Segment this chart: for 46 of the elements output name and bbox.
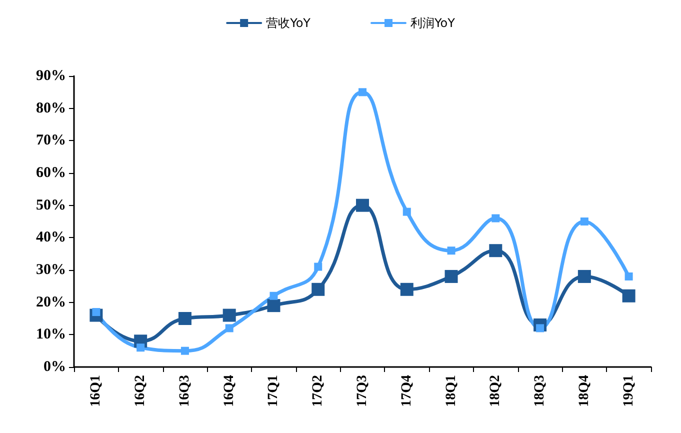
point <box>580 218 588 226</box>
point <box>356 198 369 212</box>
point <box>444 270 458 283</box>
x-tick-label: 18Q3 <box>532 375 548 407</box>
x-tick-label: 17Q3 <box>355 375 370 407</box>
x-tick-label: 18Q1 <box>444 375 459 407</box>
point <box>624 272 633 280</box>
point <box>578 270 591 283</box>
point <box>312 282 325 296</box>
y-tick-label: 50% <box>36 197 66 214</box>
y-tick-label: 60% <box>36 165 66 181</box>
point <box>622 289 636 302</box>
x-tick-label: 17Q2 <box>310 375 326 407</box>
point <box>222 308 236 322</box>
legend-label: 营收YoY <box>266 16 312 30</box>
point <box>270 292 278 300</box>
point <box>136 344 145 352</box>
x-tick-label: 19Q1 <box>621 375 636 407</box>
point <box>400 282 414 296</box>
x-tick-label: 17Q1 <box>266 375 282 407</box>
y-tick-label: 70% <box>36 132 66 149</box>
x-tick-label: 16Q1 <box>88 375 104 407</box>
y-tick-label: 90% <box>36 68 66 84</box>
point <box>492 214 500 222</box>
point <box>180 346 189 355</box>
y-tick-label: 40% <box>36 230 66 246</box>
y-tick-label: 0% <box>44 359 66 375</box>
point <box>358 88 366 96</box>
legend-label: 利润YoY <box>410 16 456 30</box>
y-tick-label: 30% <box>36 262 66 278</box>
point <box>314 262 322 271</box>
x-tick-label: 16Q2 <box>133 375 148 407</box>
x-tick-label: 17Q4 <box>399 375 414 407</box>
x-tick-label: 18Q4 <box>576 375 592 407</box>
y-tick-label: 10% <box>36 326 66 343</box>
x-tick-label: 16Q3 <box>177 375 192 407</box>
point <box>402 208 411 216</box>
point <box>267 299 280 312</box>
point <box>178 312 192 325</box>
x-tick-label: 18Q2 <box>488 375 504 407</box>
y-tick-label: 20% <box>36 294 66 310</box>
point <box>225 324 234 332</box>
y-tick-label: 80% <box>36 100 66 116</box>
point <box>447 246 456 255</box>
point <box>489 244 502 258</box>
x-tick-label: 16Q4 <box>222 375 237 407</box>
